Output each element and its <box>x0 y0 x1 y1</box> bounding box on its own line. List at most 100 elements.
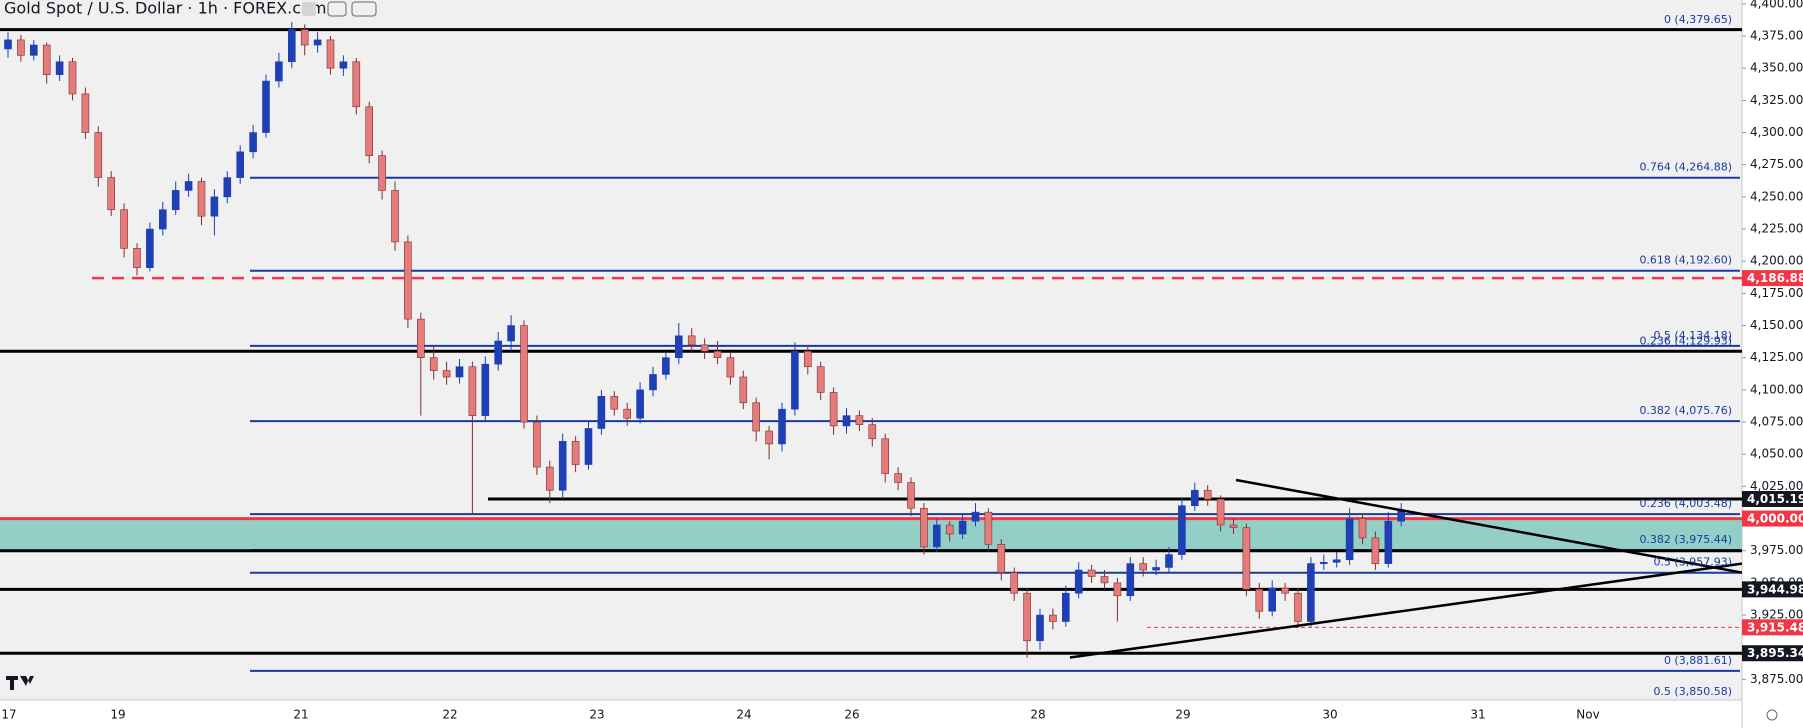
candle-body <box>1165 554 1173 568</box>
candle-body <box>636 389 644 419</box>
candle-body <box>352 61 361 108</box>
price-tag-label: 3,944.98 <box>1747 582 1803 596</box>
candle-body <box>1139 563 1147 571</box>
price-tag <box>1742 619 1803 636</box>
fib-label: 0.382 (4,075.76) <box>1639 404 1732 417</box>
candle-body <box>404 241 412 320</box>
candle-body <box>713 350 722 359</box>
y-tick-label: 4,050.00 <box>1750 447 1803 461</box>
price-tag <box>1742 491 1803 508</box>
candle-body <box>726 357 735 378</box>
y-tick-label: 4,350.00 <box>1750 61 1803 75</box>
candle-body <box>1242 527 1251 590</box>
price-tag-label: 4,186.88 <box>1747 271 1803 285</box>
candle-body <box>55 61 64 75</box>
y-tick-label: 4,375.00 <box>1750 29 1803 43</box>
candle-body <box>507 325 515 342</box>
candle-body <box>429 357 438 371</box>
candle-body <box>17 39 25 56</box>
candle-body <box>133 248 141 268</box>
y-tick-label: 4,275.00 <box>1750 157 1803 171</box>
candle-body <box>1397 510 1405 522</box>
x-tick-label: 28 <box>1030 708 1045 722</box>
candle-body <box>829 392 838 427</box>
x-tick-label: 30 <box>1322 708 1337 722</box>
link-button[interactable] <box>327 1 347 17</box>
candle-body <box>1268 587 1276 612</box>
candle-body <box>1255 589 1264 612</box>
support-zone <box>0 518 1742 551</box>
candle-body <box>378 155 386 191</box>
fib-label: 0 (3,881.61) <box>1664 654 1732 667</box>
candle-body <box>778 408 786 445</box>
fib-label: 0.618 (4,192.60) <box>1639 254 1732 267</box>
candle-body <box>623 408 632 419</box>
trendline <box>1069 562 1742 659</box>
candle-body <box>1216 498 1225 526</box>
candle-body <box>300 29 309 46</box>
candle-body <box>120 209 128 249</box>
candle-body <box>107 177 115 211</box>
candle-body <box>1281 587 1289 594</box>
maximize-button[interactable] <box>302 2 316 16</box>
candle-body <box>1100 576 1109 584</box>
time-scale-background <box>0 700 1742 728</box>
candle-body <box>1062 592 1070 622</box>
fib-label: 0.5 (4,134.18) <box>1653 329 1732 342</box>
price-tag <box>1742 581 1803 598</box>
candle-body <box>1152 567 1160 571</box>
candle-body <box>687 335 696 346</box>
candle-body <box>1126 563 1135 597</box>
candle-body <box>1178 505 1186 555</box>
candle-body <box>1010 572 1019 594</box>
price-tag-label: 3,895.34 <box>1747 646 1803 660</box>
candle-body <box>236 151 244 178</box>
candle-body <box>752 402 761 432</box>
y-tick-label: 4,300.00 <box>1750 125 1803 139</box>
candle-body <box>171 190 180 211</box>
candle-body <box>907 482 915 509</box>
candle-body <box>997 544 1006 573</box>
candle-body <box>262 80 270 133</box>
x-tick-label: 31 <box>1470 708 1485 722</box>
price-scale-background <box>1742 0 1803 728</box>
more-button[interactable] <box>351 1 377 17</box>
candle-body <box>868 424 877 440</box>
x-tick-label: 17 <box>1 708 16 722</box>
candle-body <box>932 524 941 548</box>
fib-label: 0.5 (3,957.93) <box>1653 556 1732 569</box>
y-tick-label: 4,175.00 <box>1750 286 1803 300</box>
candle-body <box>1320 562 1328 564</box>
title-buttons[interactable] <box>302 1 377 17</box>
candle-body <box>674 335 683 359</box>
candle-body <box>571 441 580 465</box>
settings-button[interactable] <box>1766 709 1778 721</box>
candle-body <box>662 357 670 375</box>
tv-logo <box>6 676 34 690</box>
y-tick-label: 4,225.00 <box>1750 222 1803 236</box>
candle-body <box>597 396 606 429</box>
fib-label: 0.382 (3,975.44) <box>1639 533 1732 546</box>
candle-body <box>68 61 77 95</box>
candle-body <box>4 39 12 50</box>
y-tick-label: 3,975.00 <box>1750 543 1803 557</box>
y-tick-label: 3,925.00 <box>1750 608 1803 622</box>
chart-title: Gold Spot / U.S. Dollar · 1h · FOREX.com <box>4 0 326 18</box>
candle-body <box>1023 592 1031 642</box>
candle-body <box>442 370 451 378</box>
candle-body <box>1203 489 1212 500</box>
y-tick-label: 4,150.00 <box>1750 318 1803 332</box>
candle-body <box>765 430 773 445</box>
candle-body <box>881 438 890 474</box>
candle-body <box>81 93 90 133</box>
candle-body <box>494 340 503 365</box>
candle-body <box>1049 614 1057 622</box>
candle-body <box>739 376 748 404</box>
candle-body <box>1345 518 1354 561</box>
y-tick-label: 4,100.00 <box>1750 382 1803 396</box>
candle-body <box>816 366 825 393</box>
candle-body <box>971 511 980 522</box>
candle-body <box>803 350 812 368</box>
candle-body <box>1087 569 1096 577</box>
